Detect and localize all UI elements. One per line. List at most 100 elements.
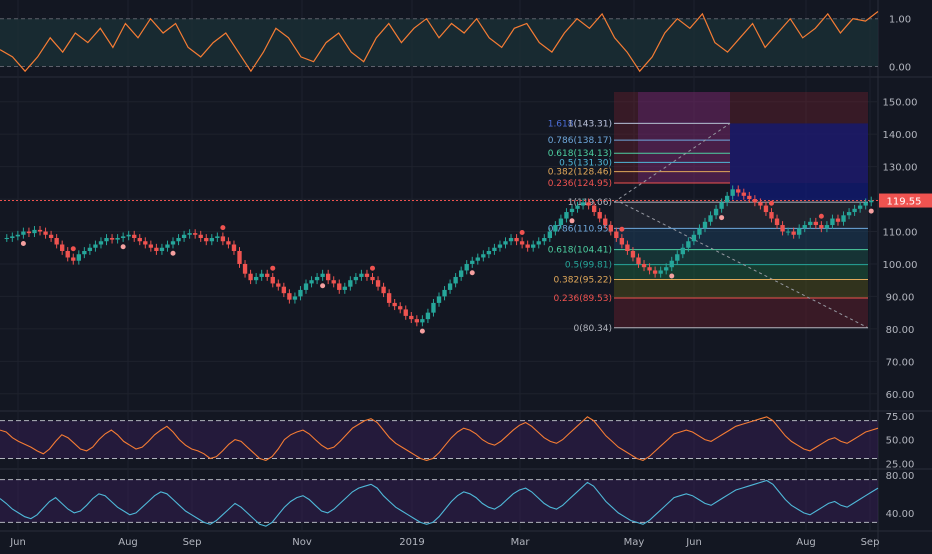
price-tag-label: 119.55 xyxy=(887,197,922,208)
candle-body xyxy=(797,228,802,235)
candle-body xyxy=(231,244,237,251)
candle-body xyxy=(486,250,492,255)
candle-body xyxy=(98,241,104,245)
candle-body xyxy=(747,195,752,200)
indicator-marker xyxy=(619,226,625,232)
candle-body xyxy=(337,283,342,290)
candle-body xyxy=(686,241,691,248)
candle-body xyxy=(165,244,170,248)
candle-body xyxy=(342,286,347,290)
candle-body xyxy=(226,241,231,245)
candle-body xyxy=(652,270,658,274)
top-oscillator-pane[interactable] xyxy=(0,11,879,73)
candle-body xyxy=(314,276,320,281)
candle-body xyxy=(658,270,663,274)
axis-tick-label: 1.00 xyxy=(889,15,911,26)
candle-body xyxy=(841,215,846,222)
axis-tick-label: 110.00 xyxy=(883,228,918,239)
candle-body xyxy=(392,302,397,307)
candle-body xyxy=(32,229,37,234)
candle-body xyxy=(752,199,758,203)
time-label: 2019 xyxy=(399,537,424,548)
fib-label: 0.618(104.41) xyxy=(548,246,612,256)
candle-body xyxy=(691,234,697,242)
candle-body xyxy=(292,296,298,300)
time-label: Jun xyxy=(9,537,26,548)
candle-body xyxy=(381,286,386,294)
candle-body xyxy=(769,212,774,219)
price-pane[interactable]: 1.618(143.31)1(143.31) 0.786(138.17) 0.618… xyxy=(0,91,878,334)
candle-body xyxy=(835,218,841,222)
candle-body xyxy=(303,283,309,290)
candle-body xyxy=(26,231,32,234)
candle-body xyxy=(436,296,442,303)
time-scale[interactable]: Jun Aug Sep Nov 2019 Mar May Jun Aug Sep xyxy=(9,537,879,548)
time-label: Nov xyxy=(292,537,312,548)
candle-body xyxy=(575,205,580,209)
candle-body xyxy=(857,205,863,209)
candle-body xyxy=(470,260,475,264)
indicator-marker xyxy=(70,246,76,252)
candle-body xyxy=(481,254,486,258)
candle-body xyxy=(869,200,874,203)
rsi-pane[interactable] xyxy=(0,416,879,461)
fib-label: 0.236(124.95) xyxy=(548,179,612,189)
candle-body xyxy=(514,238,519,242)
candle-body xyxy=(375,280,381,287)
indicator-marker xyxy=(370,265,376,271)
time-label: Sep xyxy=(183,537,202,548)
candle-body xyxy=(497,244,503,248)
candle-body xyxy=(137,238,142,242)
candle-body xyxy=(37,229,43,232)
time-label: Aug xyxy=(118,537,138,548)
axis-tick-label: 80.00 xyxy=(886,471,915,482)
candle-body xyxy=(597,212,602,219)
axis-tick-label: 140.00 xyxy=(883,130,918,141)
candle-body xyxy=(132,234,137,239)
candle-body xyxy=(248,273,253,281)
candle-body xyxy=(154,247,159,251)
fib-zone xyxy=(614,264,868,280)
price-scale[interactable]: 1.000.00150.00140.00130.00120.00110.0010… xyxy=(879,15,932,520)
candle-body xyxy=(87,247,93,251)
candle-body xyxy=(636,257,641,264)
bottom-oscillator-pane[interactable] xyxy=(0,479,879,527)
candle-body xyxy=(863,202,868,206)
candle-body xyxy=(580,202,586,206)
candle-body xyxy=(115,238,120,240)
candle-body xyxy=(475,257,480,261)
candle-body xyxy=(442,289,447,297)
candle-body xyxy=(370,276,375,281)
axis-tick-label: 40.00 xyxy=(886,509,915,520)
trend-line xyxy=(613,123,731,203)
candle-body xyxy=(348,280,353,287)
candle-body xyxy=(785,231,791,233)
candle-body xyxy=(780,225,785,232)
candle-body xyxy=(287,293,292,300)
candle-body xyxy=(298,289,303,297)
candle-body xyxy=(209,238,214,242)
candle-body xyxy=(414,319,420,323)
candle-body xyxy=(364,273,370,277)
candle-body xyxy=(547,231,552,239)
candle-body xyxy=(697,228,702,235)
candle-body xyxy=(54,238,59,245)
candle-body xyxy=(669,260,674,268)
candle-body xyxy=(852,208,857,213)
candle-body xyxy=(198,234,203,239)
candle-body xyxy=(763,205,769,213)
candle-body xyxy=(4,238,9,240)
fib-label: 0.382(128.46) xyxy=(548,168,612,178)
candle-body xyxy=(220,236,226,242)
axis-tick-label: 70.00 xyxy=(886,357,915,368)
candle-body xyxy=(398,306,403,310)
candle-body xyxy=(808,221,813,226)
candle-body xyxy=(519,241,525,245)
indicator-marker xyxy=(519,229,525,235)
axis-tick-label: 0.00 xyxy=(889,62,911,73)
candle-body xyxy=(630,250,636,258)
time-label: Aug xyxy=(796,537,816,548)
candle-body xyxy=(736,189,741,193)
